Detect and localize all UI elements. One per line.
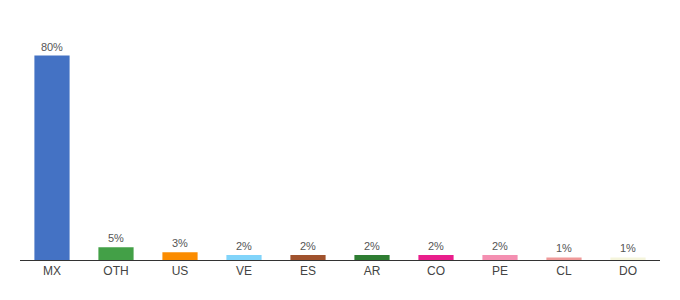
svg-text:1%: 1% (620, 242, 636, 254)
svg-text:ES: ES (300, 264, 316, 278)
svg-text:2%: 2% (300, 240, 316, 252)
svg-text:MX: MX (43, 264, 61, 278)
svg-text:1%: 1% (556, 242, 572, 254)
svg-text:CO: CO (427, 264, 445, 278)
svg-text:DO: DO (619, 264, 637, 278)
svg-text:US: US (172, 264, 189, 278)
svg-text:CL: CL (556, 264, 572, 278)
svg-text:2%: 2% (364, 240, 380, 252)
svg-text:PE: PE (492, 264, 508, 278)
svg-text:OTH: OTH (103, 264, 128, 278)
svg-text:3%: 3% (172, 237, 188, 249)
svg-text:5%: 5% (108, 232, 124, 244)
svg-text:2%: 2% (492, 240, 508, 252)
svg-text:VE: VE (236, 264, 252, 278)
svg-text:AR: AR (364, 264, 381, 278)
svg-text:2%: 2% (428, 240, 444, 252)
svg-text:2%: 2% (236, 240, 252, 252)
svg-text:80%: 80% (41, 41, 63, 53)
